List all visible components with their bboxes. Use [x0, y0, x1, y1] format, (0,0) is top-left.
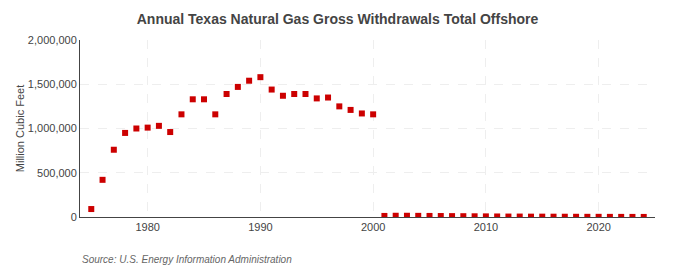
- svg-text:0: 0: [71, 211, 77, 223]
- svg-text:500,000: 500,000: [37, 167, 77, 179]
- svg-text:2010: 2010: [474, 221, 498, 233]
- svg-text:Source: U.S. Energy Informatio: Source: U.S. Energy Information Administ…: [82, 254, 292, 265]
- svg-text:1980: 1980: [135, 221, 159, 233]
- svg-text:Annual Texas Natural Gas Gross: Annual Texas Natural Gas Gross Withdrawa…: [137, 11, 539, 27]
- svg-text:1,500,000: 1,500,000: [28, 78, 77, 90]
- svg-text:2020: 2020: [586, 221, 610, 233]
- svg-text:2000: 2000: [361, 221, 385, 233]
- svg-text:Million Cubic Feet: Million Cubic Feet: [14, 85, 26, 172]
- svg-text:1990: 1990: [248, 221, 272, 233]
- svg-text:1,000,000: 1,000,000: [28, 122, 77, 134]
- svg-text:2,000,000: 2,000,000: [28, 34, 77, 46]
